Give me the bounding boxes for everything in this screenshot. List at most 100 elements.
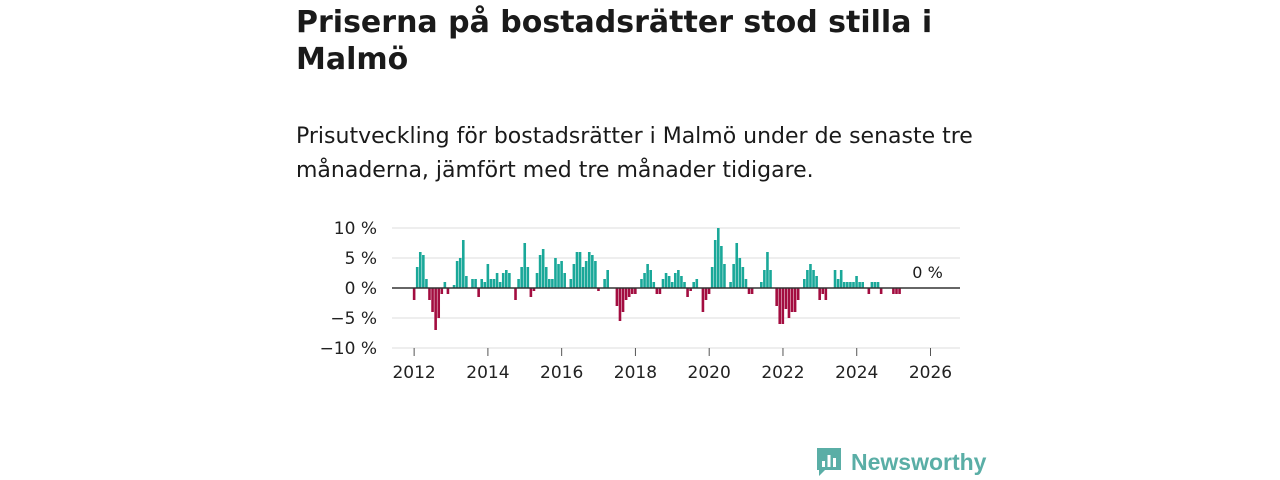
y-tick-label: 5 %	[345, 249, 377, 269]
bar	[560, 261, 563, 288]
bar	[437, 288, 441, 318]
bar	[667, 276, 671, 288]
bar	[474, 279, 477, 288]
bar	[839, 270, 843, 288]
bar	[541, 249, 545, 288]
bar	[793, 288, 797, 312]
bar	[440, 288, 444, 294]
y-tick-label: −5 %	[330, 309, 377, 329]
logo-text: Newsworthy	[851, 448, 987, 475]
bar	[618, 288, 622, 321]
bar	[824, 288, 828, 300]
bar	[836, 279, 840, 288]
bar	[879, 288, 883, 294]
bar	[446, 288, 450, 294]
chart-subtitle: Prisutveckling för bostadsrätter i Malmö…	[296, 124, 973, 183]
bar	[855, 276, 858, 288]
bar	[670, 282, 674, 288]
bar	[849, 282, 852, 288]
bar	[557, 264, 560, 288]
bar	[480, 279, 484, 288]
bar	[658, 288, 662, 294]
bar	[677, 270, 680, 288]
bar	[686, 288, 689, 297]
bar	[615, 288, 619, 306]
bar	[606, 270, 609, 288]
bar	[526, 267, 530, 288]
bar	[594, 261, 597, 288]
bar	[597, 288, 600, 291]
bar	[603, 279, 606, 288]
bar	[538, 255, 542, 288]
bar	[591, 255, 594, 288]
bar	[713, 240, 717, 288]
bar	[661, 279, 665, 288]
bar	[501, 273, 505, 288]
bar	[649, 270, 652, 288]
bar	[858, 282, 861, 288]
bar	[692, 282, 696, 288]
bar	[781, 288, 785, 324]
bar	[498, 282, 502, 288]
bar	[535, 273, 539, 288]
x-tick-label: 2022	[761, 363, 804, 383]
bar	[833, 270, 837, 288]
bar	[763, 270, 766, 288]
bar	[572, 264, 576, 288]
bar	[892, 288, 895, 294]
bar	[418, 252, 422, 288]
bar	[584, 261, 588, 288]
bar	[458, 258, 462, 288]
bar	[796, 288, 800, 300]
bar	[876, 282, 880, 288]
bar-series	[412, 228, 901, 330]
bar	[575, 252, 579, 288]
bar	[455, 261, 459, 288]
bar	[806, 270, 809, 288]
bar	[766, 252, 769, 288]
bar	[483, 282, 487, 288]
bar	[477, 288, 480, 297]
y-tick-label: −10 %	[320, 339, 377, 359]
bar	[898, 288, 901, 294]
bar	[723, 264, 726, 288]
bar	[643, 273, 646, 288]
bar	[729, 282, 732, 288]
bar	[443, 282, 447, 288]
bar	[803, 279, 806, 288]
bar	[422, 255, 425, 288]
bar	[870, 282, 874, 288]
bar	[815, 276, 818, 288]
bar	[492, 279, 496, 288]
bar	[630, 288, 634, 294]
x-tick-label: 2018	[614, 363, 657, 383]
bar	[489, 279, 493, 288]
bar	[640, 279, 643, 288]
bar	[434, 288, 437, 330]
bar	[554, 258, 557, 288]
bar	[520, 267, 523, 288]
x-tick-label: 2016	[540, 363, 583, 383]
bar	[738, 258, 742, 288]
bar	[861, 282, 864, 288]
x-tick-label: 2026	[909, 363, 952, 383]
bar	[689, 288, 692, 291]
bar	[775, 288, 778, 306]
bar	[867, 288, 871, 294]
bar	[461, 240, 465, 288]
bar	[425, 279, 428, 288]
bar	[846, 282, 849, 288]
bar	[809, 264, 812, 288]
bar	[716, 228, 720, 288]
bar	[544, 267, 548, 288]
bar	[652, 282, 656, 288]
x-tick-label: 2012	[392, 363, 435, 383]
bar	[578, 252, 582, 288]
bar	[704, 288, 708, 300]
bar	[707, 288, 711, 294]
bar	[821, 288, 825, 294]
bar	[452, 285, 456, 288]
bar	[720, 246, 723, 288]
bar	[695, 279, 699, 288]
bar	[842, 282, 846, 288]
